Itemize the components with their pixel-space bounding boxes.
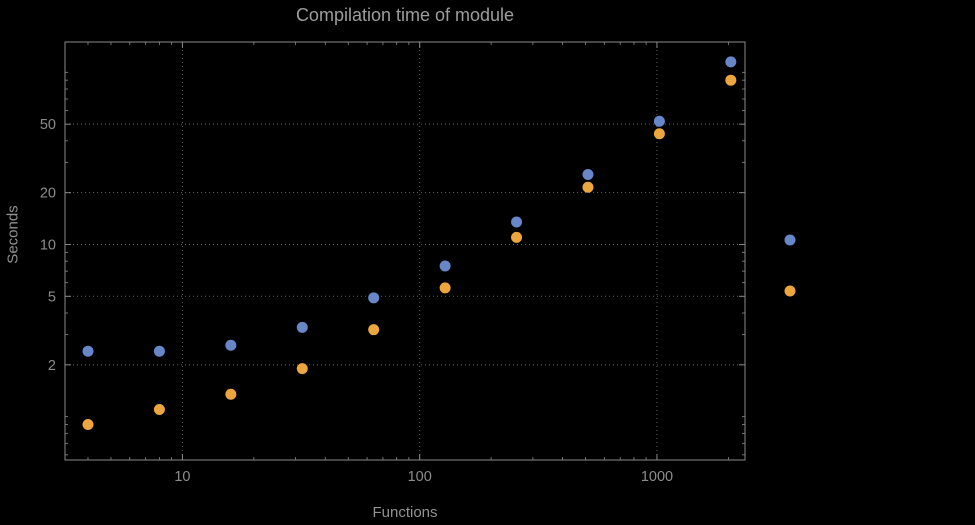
point-orange-series-x512 — [582, 181, 594, 193]
point-blue-series-x16 — [225, 339, 237, 351]
x-tick-label-1000: 1000 — [641, 469, 673, 485]
point-orange-series-x64 — [368, 324, 380, 336]
x-axis-label: Functions — [372, 504, 438, 521]
y-tick-label-50: 50 — [40, 117, 56, 133]
legend-marker-blue-series — [784, 234, 796, 246]
point-blue-series-x1024 — [653, 115, 665, 127]
y-tick-label-5: 5 — [48, 289, 56, 305]
point-blue-series-x8 — [153, 345, 165, 357]
chart-title: Compilation time of module — [295, 5, 515, 25]
point-orange-series-x1024 — [653, 128, 665, 140]
plot-frame — [64, 41, 746, 461]
point-blue-series-x2048 — [725, 56, 737, 68]
point-orange-series-x32 — [296, 363, 308, 375]
x-tick-label-10: 10 — [174, 469, 190, 485]
x-tick-label-100: 100 — [408, 469, 432, 485]
point-orange-series-x4 — [82, 419, 94, 431]
point-orange-series-x2048 — [725, 74, 737, 86]
point-orange-series-x16 — [225, 388, 237, 400]
y-tick-label-20: 20 — [40, 186, 56, 202]
legend-marker-orange-series — [784, 285, 796, 297]
point-blue-series-x256 — [511, 216, 523, 228]
y-tick-label-2: 2 — [48, 358, 56, 374]
point-blue-series-x4 — [82, 345, 94, 357]
point-orange-series-x8 — [153, 404, 165, 416]
point-blue-series-x64 — [368, 292, 380, 304]
point-blue-series-x512 — [582, 168, 594, 180]
point-orange-series-x256 — [511, 231, 523, 243]
point-blue-series-x128 — [439, 260, 451, 272]
point-orange-series-x128 — [439, 282, 451, 294]
point-blue-series-x32 — [296, 321, 308, 333]
y-tick-label-10: 10 — [40, 237, 56, 253]
